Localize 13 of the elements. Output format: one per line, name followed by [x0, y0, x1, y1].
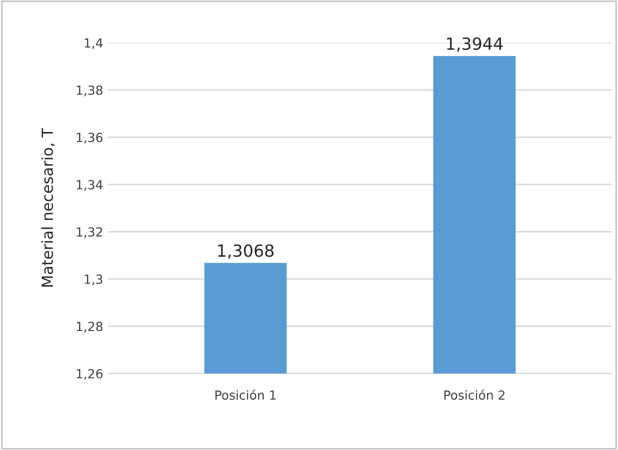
y-tick-label: 1,28: [76, 322, 102, 332]
y-tick-label: 1,38: [76, 85, 102, 96]
y-tick-label: 1,4: [84, 38, 103, 49]
y-tick-label: 1,34: [76, 180, 103, 191]
x-tick-label: Posición 2: [444, 390, 504, 400]
y-tick-label: 1,36: [76, 132, 102, 144]
x-tick-label: Posición 1: [215, 390, 276, 400]
y-tick-label: 1,3: [84, 274, 102, 286]
data-label: 1,3068: [218, 244, 274, 259]
y-tick-label: 1,26: [76, 368, 102, 380]
data-label: 1,3944: [447, 37, 503, 52]
y-tick-label: 1,32: [76, 227, 102, 238]
y-axis-title: Material necesario, T: [41, 128, 55, 287]
